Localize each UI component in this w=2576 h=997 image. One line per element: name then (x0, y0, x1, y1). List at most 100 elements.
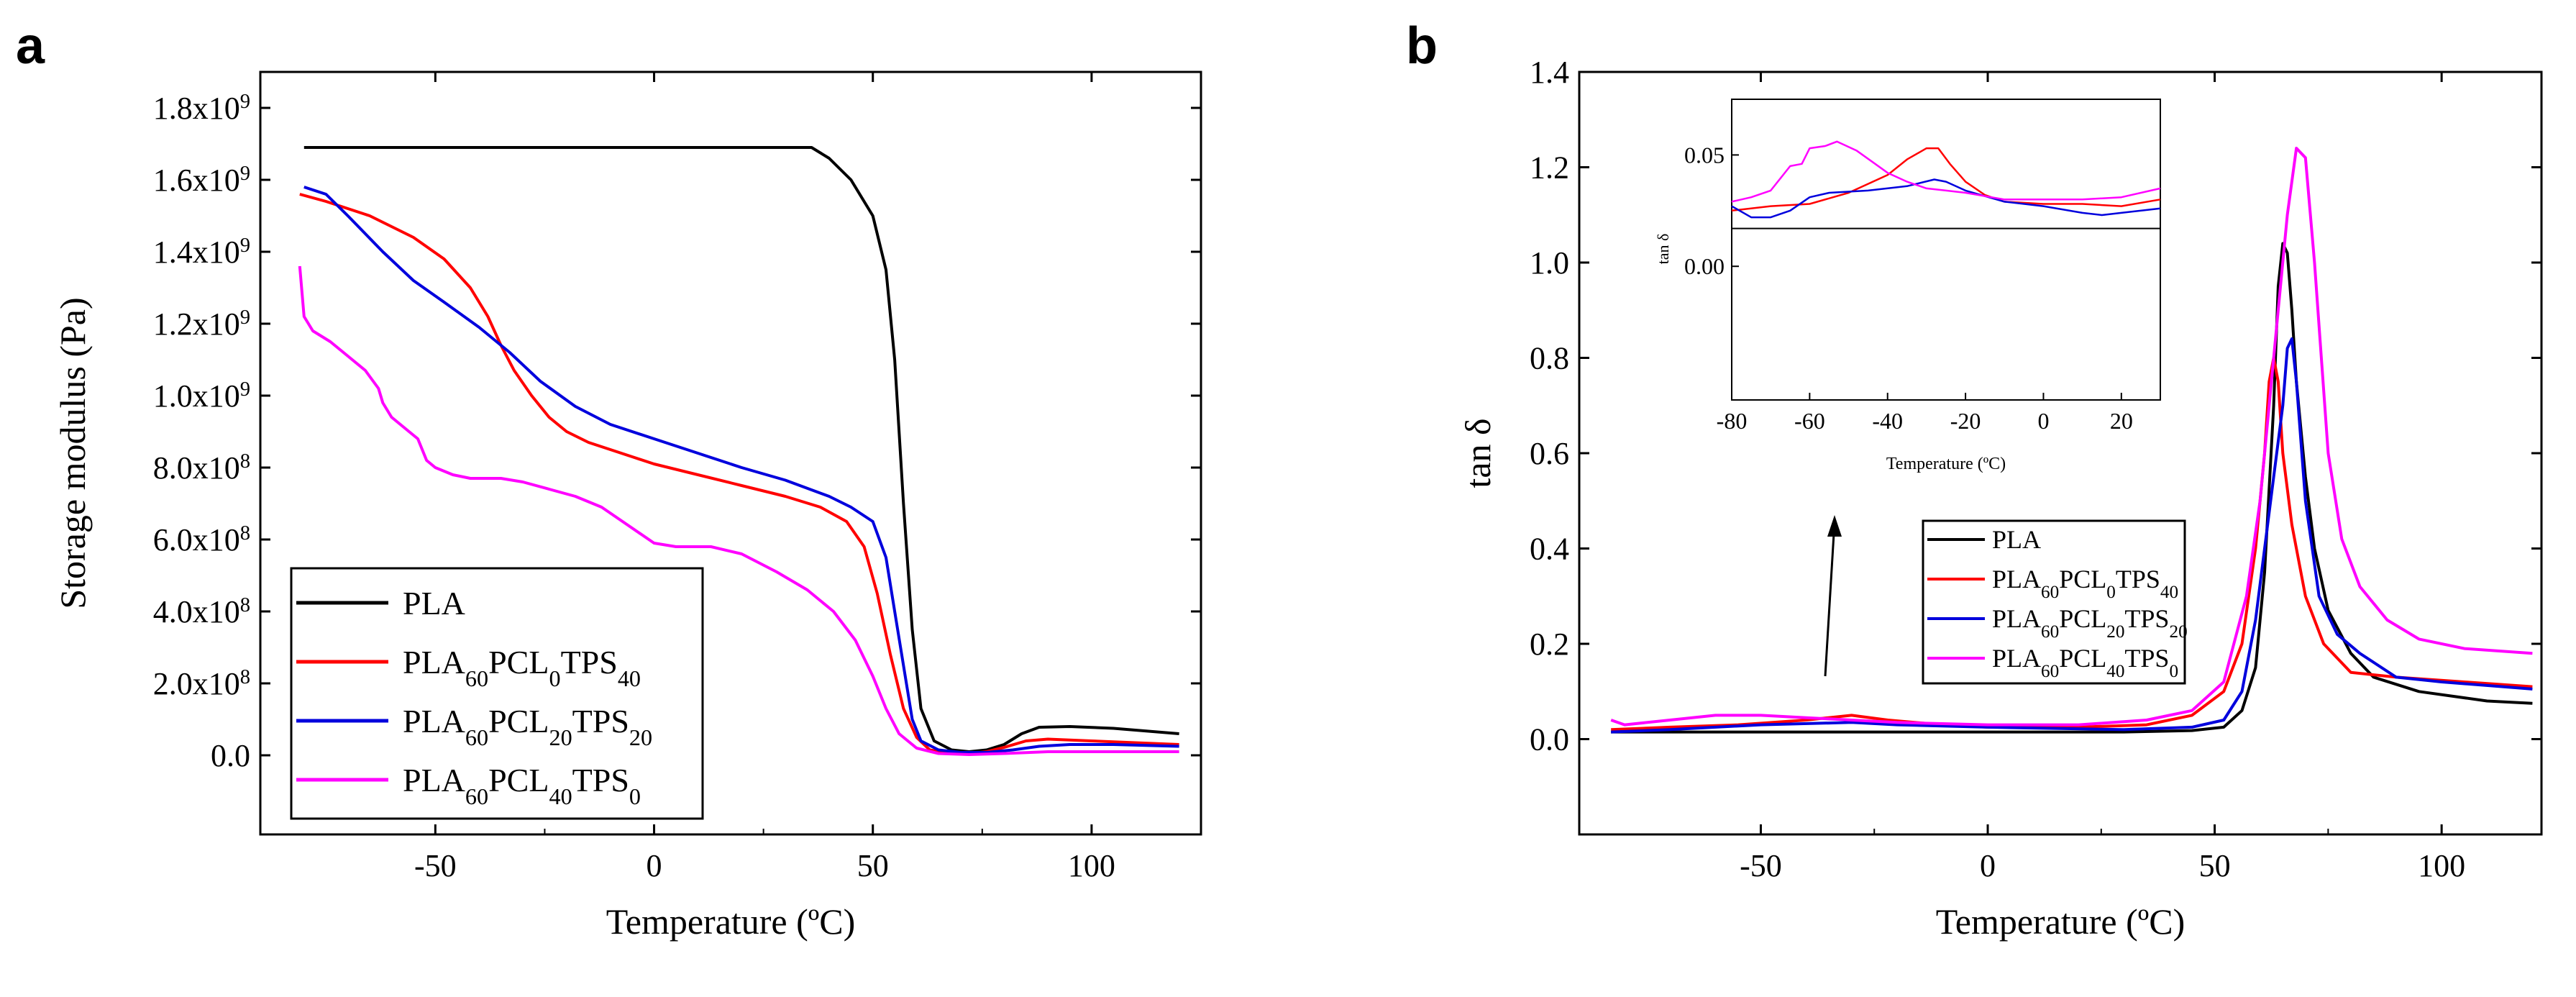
legend-label-a-PLA60PCL0TPS40-text-0: PCL (488, 644, 549, 680)
legend-label-b-PLA60PCL20TPS20-text-0: PCL (2059, 604, 2106, 633)
y-tick-mantissa-5: 1.0x10 (153, 378, 240, 414)
legend-label-b-PLA60PCL20TPS20-sub-0: 60 (2041, 622, 2059, 642)
legend-label-a-PLA60PCL40TPS0-text-1: TPS (572, 762, 629, 798)
legend-label-b-PLA60PCL20TPS20: PLA60PCL20TPS20 (1992, 604, 2188, 642)
y-tick-exponent-9: 9 (240, 91, 250, 113)
legend-label-b-PLA60PCL0TPS40-sub-1: 0 (2106, 583, 2116, 602)
y-tick-label-a-2: 4.0x108 (153, 594, 250, 630)
legend-label-a-PLA60PCL0TPS40-sub-2: 40 (618, 665, 641, 691)
y-tick-label-a-7: 1.4x109 (153, 235, 250, 270)
legend-label-b-PLA60PCL20TPS20-base: PLA (1992, 604, 2041, 633)
legend-label-a-PLA60PCL40TPS0-sub-2: 0 (629, 783, 641, 809)
x-tick-label-b-0: -50 (1740, 848, 1782, 883)
y-tick-label-a-6: 1.2x109 (153, 306, 250, 342)
legend-label-b-PLA60PCL0TPS40-text-0: PCL (2059, 565, 2106, 593)
x-tick-label-a-3: 100 (1068, 848, 1115, 883)
y-tick-label-a-1: 2.0x108 (153, 666, 250, 702)
y-tick-label-b-7: 1.4 (1530, 55, 1569, 90)
inset-x-tick-label-0: -80 (1717, 408, 1748, 434)
inset-x-tick-label-4: 0 (2037, 408, 2049, 434)
series-line-a-PLA60PCL40TPS0 (298, 265, 1179, 756)
inset-y-tick-label-1: 0.05 (1684, 142, 1725, 168)
y-tick-label-b-3: 0.6 (1530, 436, 1569, 471)
legend-label-a-PLA60PCL20TPS20-sub-2: 20 (629, 724, 652, 750)
y-tick-label-b-6: 1.2 (1530, 150, 1569, 186)
y-tick-mantissa-4: 8.0x10 (153, 450, 240, 486)
y-tick-mantissa-6: 1.2x10 (153, 306, 240, 342)
legend-label-b-PLA60PCL40TPS0-sub-2: 0 (2169, 662, 2178, 681)
y-tick-mantissa-9: 1.8x10 (153, 91, 240, 126)
x-tick-label-b-1: 0 (1980, 848, 1996, 883)
panel-letter-b: b (1406, 17, 1438, 75)
x-tick-label-b-2: 50 (2199, 848, 2231, 883)
legend-box-a (290, 567, 704, 820)
y-tick-label-a-5: 1.0x109 (153, 378, 250, 414)
y-tick-label-b-0: 0.0 (1530, 722, 1569, 757)
legend-label-a-PLA: PLA (403, 585, 465, 622)
series-line-a-PLA (303, 146, 1179, 753)
series-line-a-PLA60PCL20TPS20 (303, 186, 1179, 754)
legend-label-a-PLA60PCL40TPS0-base: PLA (403, 762, 465, 798)
y-tick-mantissa-3: 6.0x10 (153, 522, 240, 557)
arrow-head (1827, 515, 1842, 537)
legend-label-b-PLA60PCL40TPS0-text-0: PCL (2059, 644, 2106, 673)
panel-letter-a: a (16, 17, 45, 75)
y-tick-exponent-8: 9 (240, 163, 250, 185)
y-tick-label-a-4: 8.0x108 (153, 450, 250, 486)
inset-frame (1731, 99, 2161, 401)
legend-label-b-PLA60PCL20TPS20-sub-2: 20 (2169, 622, 2187, 642)
legend-label-b-PLA60PCL0TPS40: PLA60PCL0TPS40 (1992, 565, 2178, 602)
x-axis-title-b: Temperature (ºC) (1936, 901, 2186, 942)
y-tick-exponent-1: 8 (240, 666, 250, 688)
legend-label-b-PLA60PCL0TPS40-sub-0: 60 (2041, 583, 2059, 602)
legend-label-b-PLA: PLA (1992, 525, 2041, 554)
y-tick-mantissa-0: 0.0 (211, 738, 250, 773)
panel-b-tan-delta-chart: b -50 0 50 100 0.0 0.2 0.4 0.6 0.8 1.0 1.2 1.4 Temper… (1406, 17, 2543, 942)
y-tick-exponent-7: 9 (240, 235, 250, 257)
arrow-line (1824, 533, 1835, 677)
legend-label-b-PLA60PCL40TPS0: PLA60PCL40TPS0 (1992, 644, 2178, 681)
x-tick-label-a-1: 0 (647, 848, 662, 883)
inset-x-axis-title: Temperature (ºC) (1886, 455, 2006, 473)
legend-label-a-PLA-base: PLA (403, 585, 465, 622)
legend-label-b-PLA-base: PLA (1992, 525, 2041, 554)
y-tick-exponent-2: 8 (240, 594, 250, 616)
series-line-b-PLA (1611, 242, 2533, 734)
y-tick-label-b-4: 0.8 (1530, 341, 1569, 376)
legend-label-a-PLA60PCL0TPS40: PLA60PCL0TPS40 (403, 644, 641, 691)
series-line-b-PLA60PCL0TPS40 (1611, 356, 2533, 732)
y-tick-label-a-9: 1.8x109 (153, 91, 250, 127)
y-tick-mantissa-8: 1.6x10 (153, 163, 240, 198)
y-tick-mantissa-7: 1.4x10 (153, 235, 240, 270)
legend-label-a-PLA60PCL20TPS20-sub-0: 60 (465, 724, 488, 750)
y-tick-exponent-5: 9 (240, 378, 250, 401)
inset-x-tick-label-2: -40 (1872, 408, 1903, 434)
y-tick-exponent-3: 8 (240, 522, 250, 545)
series-line-b-PLA60PCL20TPS20 (1611, 337, 2533, 734)
legend-label-a-PLA60PCL0TPS40-sub-1: 0 (549, 665, 560, 691)
legend-label-b-PLA60PCL0TPS40-sub-2: 40 (2160, 583, 2178, 602)
y-tick-mantissa-1: 2.0x10 (153, 666, 240, 701)
legend-label-b-PLA60PCL40TPS0-text-1: TPS (2124, 644, 2169, 673)
legend-label-a-PLA60PCL40TPS0-sub-0: 60 (465, 783, 488, 809)
inset-x-tick-label-3: -20 (1950, 408, 1981, 434)
x-tick-label-a-0: -50 (414, 848, 457, 883)
legend-label-a-PLA60PCL20TPS20-text-1: TPS (572, 703, 629, 739)
legend-label-a-PLA60PCL20TPS20-text-0: PCL (488, 703, 549, 739)
y-axis-title-b: tan δ (1458, 418, 1498, 488)
legend-label-b-PLA60PCL20TPS20-sub-1: 20 (2106, 622, 2124, 642)
inset-series-line-PLA60PCL0TPS40 (1731, 147, 2161, 212)
legend-label-b-PLA60PCL0TPS40-text-1: TPS (2116, 565, 2160, 593)
legend-label-b-PLA60PCL40TPS0-sub-0: 60 (2041, 662, 2059, 681)
y-tick-label-a-3: 6.0x108 (153, 522, 250, 558)
inset-y-tick-label-0: 0.00 (1684, 253, 1725, 279)
y-tick-exponent-6: 9 (240, 306, 250, 329)
x-axis-title-a: Temperature (ºC) (606, 901, 856, 942)
y-tick-exponent-4: 8 (240, 450, 250, 473)
inset-x-tick-label-5: 20 (2110, 408, 2133, 434)
y-axis-title-a: Storage modulus (Pa) (52, 297, 93, 609)
legend-label-a-PLA60PCL20TPS20-base: PLA (403, 703, 465, 739)
x-tick-label-b-3: 100 (2418, 848, 2465, 883)
legend-label-a-PLA60PCL0TPS40-sub-0: 60 (465, 665, 488, 691)
